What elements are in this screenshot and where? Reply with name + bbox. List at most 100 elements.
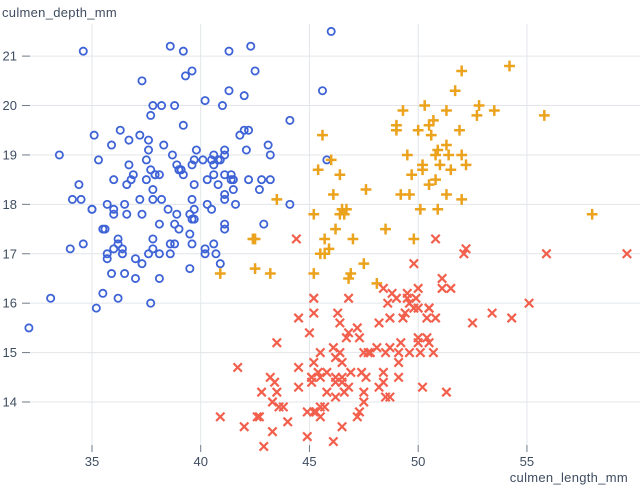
point-blue-circles	[178, 46, 188, 56]
point-orange-plus	[456, 194, 468, 205]
point-red-x	[467, 317, 478, 328]
point-red-x	[302, 431, 313, 442]
point-blue-circles	[54, 150, 64, 160]
point-red-x	[380, 392, 391, 403]
point-blue-circles	[102, 199, 112, 209]
point-blue-circles	[220, 150, 230, 160]
point-red-x	[408, 258, 419, 269]
point-blue-circles	[228, 175, 238, 185]
point-red-x	[506, 313, 517, 323]
point-blue-circles	[215, 259, 225, 269]
point-blue-circles	[113, 234, 123, 244]
point-blue-circles	[189, 180, 199, 190]
point-blue-circles	[154, 219, 164, 229]
point-blue-circles	[117, 249, 127, 259]
point-orange-plus	[432, 144, 444, 156]
point-blue-circles	[94, 155, 104, 165]
point-orange-plus	[341, 203, 352, 215]
point-blue-circles	[122, 180, 132, 190]
point-blue-circles	[109, 209, 119, 219]
point-orange-plus	[249, 233, 261, 245]
point-blue-circles	[137, 209, 147, 219]
point-orange-plus	[327, 189, 339, 200]
point-red-x	[424, 337, 435, 348]
point-orange-plus	[443, 149, 455, 161]
point-blue-circles	[265, 175, 275, 185]
y-tick-label-21: 21	[3, 49, 17, 64]
point-blue-circles	[130, 273, 140, 283]
point-blue-circles	[91, 303, 101, 313]
point-red-x	[302, 406, 313, 417]
point-orange-plus	[380, 223, 391, 235]
point-red-x	[413, 283, 424, 294]
point-blue-circles	[228, 185, 238, 195]
point-orange-plus	[504, 60, 515, 72]
y-tick-label-14: 14	[3, 395, 17, 410]
point-blue-circles	[117, 244, 127, 254]
point-blue-circles	[107, 140, 117, 150]
x-tick-label-35: 35	[85, 454, 99, 469]
y-tick-label-17: 17	[3, 246, 17, 261]
point-orange-plus	[430, 149, 441, 161]
point-red-x	[269, 377, 280, 388]
point-blue-circles	[113, 293, 123, 303]
point-blue-circles	[120, 199, 130, 209]
point-blue-circles	[202, 175, 212, 185]
point-blue-circles	[191, 145, 201, 155]
point-blue-circles	[187, 66, 197, 76]
point-red-x	[461, 243, 472, 254]
point-blue-circles	[141, 175, 151, 185]
y-tick-label-20: 20	[3, 98, 17, 113]
point-red-x	[254, 411, 265, 422]
point-red-x	[393, 357, 404, 368]
point-blue-circles	[263, 140, 273, 150]
point-red-x	[321, 367, 332, 378]
point-orange-plus	[249, 263, 261, 274]
point-blue-circles	[187, 194, 197, 204]
point-red-x	[330, 392, 341, 403]
point-red-x	[445, 283, 456, 294]
point-blue-circles	[144, 135, 154, 145]
point-red-x	[378, 367, 389, 378]
point-blue-circles	[244, 125, 254, 135]
point-blue-circles	[198, 155, 208, 165]
point-blue-circles	[189, 204, 199, 214]
point-blue-circles	[220, 145, 230, 155]
point-blue-circles	[137, 259, 147, 269]
point-orange-plus	[412, 124, 424, 136]
point-blue-circles	[109, 244, 119, 254]
point-red-x	[358, 397, 369, 407]
point-blue-circles	[89, 130, 99, 140]
point-blue-circles	[189, 214, 199, 224]
point-red-x	[337, 421, 348, 432]
point-orange-plus	[391, 119, 402, 131]
point-orange-plus	[271, 194, 283, 205]
point-blue-circles	[150, 170, 160, 180]
point-orange-plus	[330, 223, 341, 235]
point-blue-circles	[220, 224, 230, 234]
point-red-x	[308, 308, 319, 319]
point-orange-plus	[401, 149, 413, 161]
point-red-x	[387, 288, 398, 299]
point-blue-circles	[146, 110, 156, 120]
point-blue-circles	[46, 293, 56, 303]
point-red-x	[343, 382, 354, 393]
point-red-x	[524, 298, 535, 309]
point-blue-circles	[154, 273, 164, 283]
point-orange-plus	[432, 203, 444, 215]
point-orange-plus	[419, 100, 431, 111]
point-red-x	[308, 293, 319, 304]
point-red-x	[293, 362, 304, 373]
point-blue-circles	[200, 244, 210, 254]
point-blue-circles	[148, 234, 158, 244]
point-blue-circles	[100, 224, 110, 234]
point-orange-plus	[423, 179, 435, 190]
point-red-x	[334, 317, 345, 328]
point-blue-circles	[107, 269, 117, 279]
point-red-x	[315, 372, 326, 383]
x-tick-label-45: 45	[302, 454, 316, 469]
point-blue-circles	[220, 219, 230, 229]
point-red-x	[306, 377, 317, 388]
point-blue-circles	[220, 170, 230, 180]
point-blue-circles	[202, 199, 212, 209]
